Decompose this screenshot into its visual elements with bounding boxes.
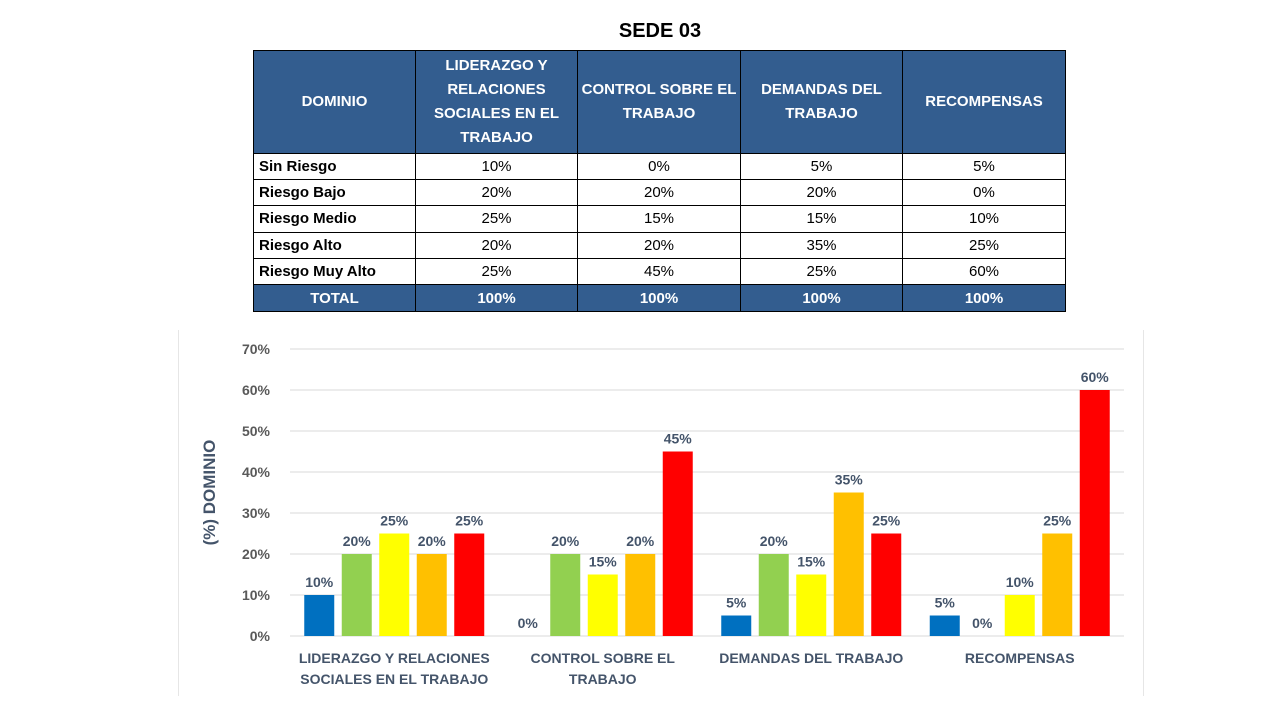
table-row: Riesgo Medio 25% 15% 15% 10% xyxy=(253,205,1066,233)
data-label: 20% xyxy=(626,533,655,549)
y-tick-label: 20% xyxy=(242,546,271,562)
table-cell: 10% xyxy=(902,205,1066,233)
table-cell: 20% xyxy=(415,231,578,259)
bar xyxy=(1004,595,1035,636)
bar xyxy=(833,492,864,636)
bar xyxy=(416,554,447,636)
table-cell: 25% xyxy=(740,257,903,286)
data-label: 20% xyxy=(418,533,447,549)
bar xyxy=(379,533,410,636)
total-cell: 100% xyxy=(415,284,578,312)
table-cell: 20% xyxy=(577,231,741,259)
y-tick-label: 0% xyxy=(250,628,271,644)
bar xyxy=(304,595,335,636)
data-label: 0% xyxy=(972,615,993,631)
y-tick-label: 60% xyxy=(242,382,271,398)
table-cell: 25% xyxy=(415,205,578,233)
bar xyxy=(662,451,693,636)
row-label: Sin Riesgo xyxy=(253,152,416,181)
header-liderazgo: LIDERAZGO Y RELACIONES SOCIALES EN EL TR… xyxy=(415,50,578,154)
table-cell: 0% xyxy=(577,152,741,181)
y-tick-label: 70% xyxy=(242,341,271,357)
bar xyxy=(796,574,827,636)
table-cell: 25% xyxy=(415,257,578,286)
category-label: CONTROL SOBRE EL xyxy=(531,650,676,666)
row-label: Riesgo Muy Alto xyxy=(253,257,416,286)
data-label: 15% xyxy=(589,554,618,570)
header-control: CONTROL SOBRE EL TRABAJO xyxy=(577,50,741,154)
table-row: Riesgo Bajo 20% 20% 20% 0% xyxy=(253,179,1066,207)
table-cell: 20% xyxy=(740,179,903,207)
y-tick-label: 30% xyxy=(242,505,271,521)
y-tick-label: 50% xyxy=(242,423,271,439)
data-label: 10% xyxy=(1006,574,1035,590)
category-label: RECOMPENSAS xyxy=(965,650,1075,666)
data-label: 15% xyxy=(797,554,826,570)
table-cell: 0% xyxy=(902,179,1066,207)
bar xyxy=(871,533,902,636)
y-axis-title: (%) DOMINIO xyxy=(200,440,219,546)
bar xyxy=(1079,390,1110,636)
total-label: TOTAL xyxy=(253,284,416,312)
data-label: 5% xyxy=(935,595,956,611)
bar xyxy=(929,615,960,636)
data-label: 5% xyxy=(726,595,747,611)
table-cell: 5% xyxy=(902,152,1066,181)
data-label: 25% xyxy=(872,513,901,529)
category-label: DEMANDAS DEL TRABAJO xyxy=(719,650,903,666)
table-cell: 35% xyxy=(740,231,903,259)
table-cell: 15% xyxy=(577,205,741,233)
table-cell: 5% xyxy=(740,152,903,181)
table-row: Sin Riesgo 10% 0% 5% 5% xyxy=(253,152,1066,181)
data-label: 10% xyxy=(305,574,334,590)
table-total-row: TOTAL 100% 100% 100% 100% xyxy=(253,284,1066,312)
bar xyxy=(721,615,752,636)
data-label: 45% xyxy=(664,431,693,447)
data-label: 20% xyxy=(551,533,580,549)
data-label: 25% xyxy=(380,513,409,529)
table-header-row: DOMINIO LIDERAZGO Y RELACIONES SOCIALES … xyxy=(253,50,1066,154)
data-label: 60% xyxy=(1081,369,1110,385)
total-cell: 100% xyxy=(902,284,1066,312)
data-label: 25% xyxy=(455,513,484,529)
bar xyxy=(454,533,485,636)
domain-table: DOMINIO LIDERAZGO Y RELACIONES SOCIALES … xyxy=(253,50,1066,312)
row-label: Riesgo Bajo xyxy=(253,179,416,207)
y-tick-label: 10% xyxy=(242,587,271,603)
chart-frame xyxy=(178,330,1144,696)
category-label: TRABAJO xyxy=(569,671,637,687)
category-label: LIDERAZGO Y RELACIONES xyxy=(299,650,490,666)
bar xyxy=(550,554,581,636)
bar xyxy=(587,574,618,636)
category-label: SOCIALES EN EL TRABAJO xyxy=(300,671,488,687)
data-label: 35% xyxy=(835,472,864,488)
page-title: SEDE 03 xyxy=(618,20,702,42)
bar xyxy=(1042,533,1073,636)
header-recompensas: RECOMPENSAS xyxy=(902,50,1066,154)
total-cell: 100% xyxy=(740,284,903,312)
table-row: Riesgo Alto 20% 20% 35% 25% xyxy=(253,231,1066,259)
bar xyxy=(758,554,789,636)
data-label: 20% xyxy=(343,533,372,549)
table-row: Riesgo Muy Alto 25% 45% 25% 60% xyxy=(253,257,1066,286)
table-cell: 25% xyxy=(902,231,1066,259)
data-label: 0% xyxy=(518,615,539,631)
table-cell: 60% xyxy=(902,257,1066,286)
bar xyxy=(341,554,372,636)
total-cell: 100% xyxy=(577,284,741,312)
bar xyxy=(625,554,656,636)
data-label: 25% xyxy=(1043,513,1072,529)
y-tick-label: 40% xyxy=(242,464,271,480)
data-label: 20% xyxy=(760,533,789,549)
